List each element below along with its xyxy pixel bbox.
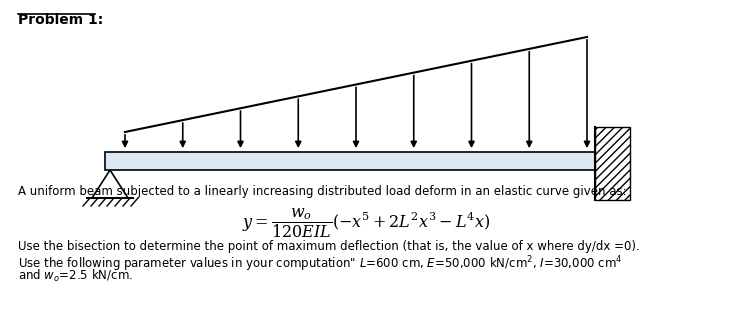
Text: A uniform beam subjected to a linearly increasing distributed load deform in an : A uniform beam subjected to a linearly i…: [18, 185, 627, 198]
Polygon shape: [92, 170, 128, 198]
Bar: [595, 127, 630, 200]
Text: Use the following parameter values in your computation" $L$=600 cm, $E$=50,000 k: Use the following parameter values in yo…: [18, 254, 623, 273]
Bar: [105, 152, 595, 170]
Text: and $w_o$=2.5 kN/cm.: and $w_o$=2.5 kN/cm.: [18, 268, 133, 284]
Text: Use the bisection to determine the point of maximum deflection (that is, the val: Use the bisection to determine the point…: [18, 240, 640, 253]
Text: Problem 1:: Problem 1:: [18, 13, 103, 27]
Text: $y = \dfrac{w_o}{120EIL}(-x^5 + 2L^2x^3 - L^4x)$: $y = \dfrac{w_o}{120EIL}(-x^5 + 2L^2x^3 …: [242, 206, 490, 240]
